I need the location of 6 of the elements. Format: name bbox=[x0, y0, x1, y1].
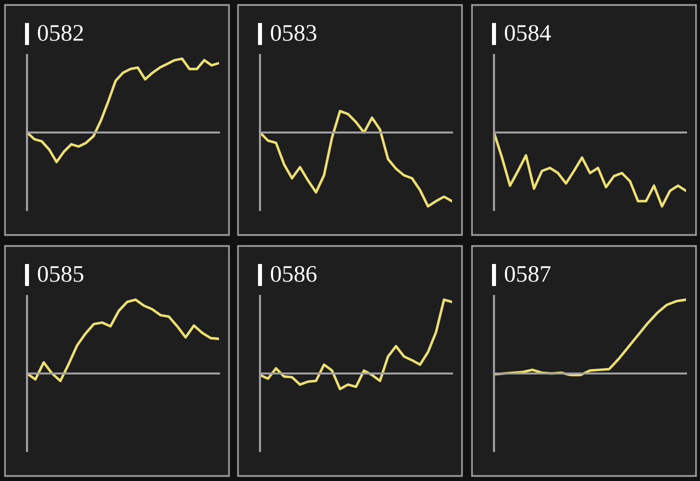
chart-title: 0585 bbox=[38, 266, 84, 282]
chart-title: 0586 bbox=[270, 266, 317, 282]
chart-title: 0587 bbox=[504, 266, 551, 282]
chart-title: 0583 bbox=[270, 24, 316, 41]
chart-title: 0582 bbox=[38, 24, 83, 41]
chart-title: 0584 bbox=[504, 24, 551, 41]
